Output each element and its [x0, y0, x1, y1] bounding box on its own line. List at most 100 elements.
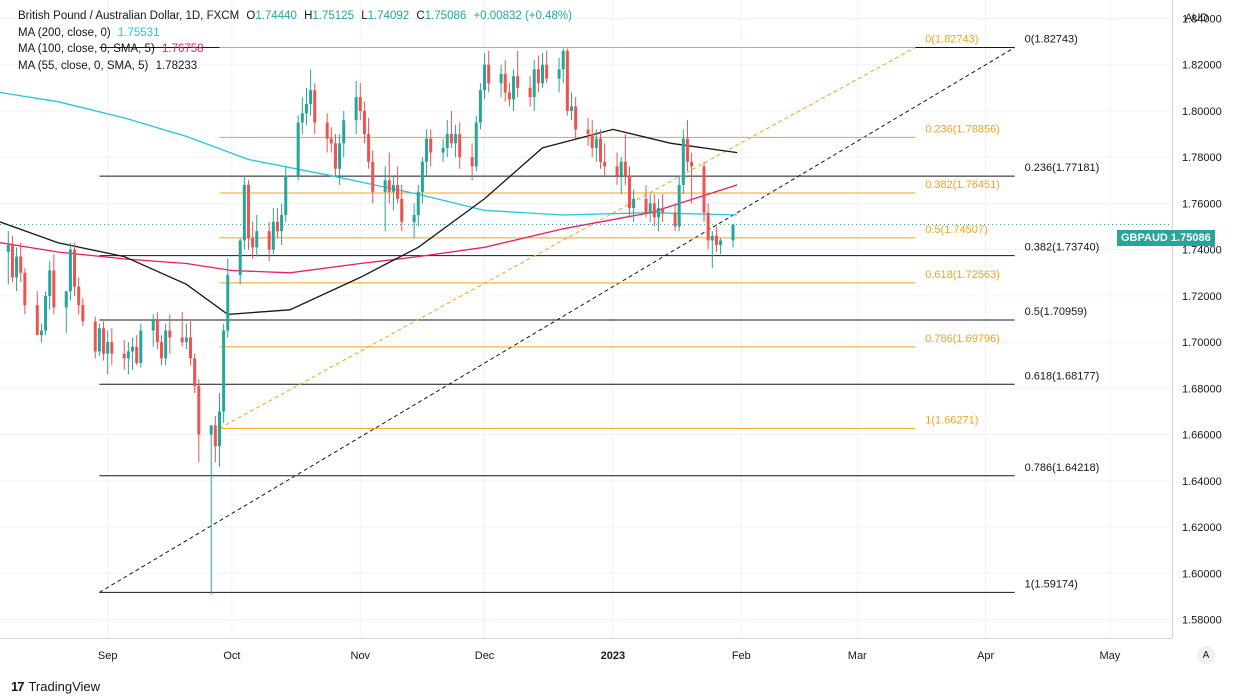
last-price-tag: GBPAUD 1.75086 — [1117, 230, 1215, 246]
candle-body — [246, 184, 250, 239]
candle-body — [296, 122, 300, 176]
candle-body — [35, 305, 39, 336]
x-tick-label: Nov — [351, 650, 371, 662]
candle-body — [445, 134, 449, 148]
candle-body — [135, 346, 139, 363]
candle-body — [512, 76, 516, 100]
candle-body — [213, 425, 217, 447]
candle-body — [656, 208, 660, 218]
candle-body — [400, 198, 404, 222]
auto-scale-button[interactable]: A — [1197, 646, 1215, 664]
candle-body — [458, 134, 462, 158]
candle-body — [251, 238, 255, 248]
indicator-label: MA (200, close, 0) — [18, 26, 111, 39]
tradingview-logo-icon: 17 — [11, 679, 25, 694]
candle-body — [516, 76, 520, 88]
candle-body — [325, 122, 329, 139]
x-tick-label: Feb — [732, 650, 751, 662]
candle-body — [396, 184, 400, 199]
candle-body — [271, 221, 275, 250]
candle-body — [52, 270, 56, 308]
fib-orange-level-label: 0.382(1.76451) — [925, 179, 1000, 191]
candle-body — [706, 212, 710, 241]
candle-body — [677, 184, 681, 227]
candle-body — [586, 129, 590, 135]
candle-body — [189, 337, 193, 359]
candle-body — [673, 212, 677, 227]
candle-body — [681, 138, 685, 185]
fib-black-level-label: 0.5(1.70959) — [1025, 306, 1087, 318]
x-tick-label: Dec — [475, 650, 495, 662]
candle-body — [102, 328, 106, 354]
candle-body — [652, 203, 656, 218]
candle-body — [209, 425, 213, 435]
fib-black-level-label: 0.382(1.73740) — [1025, 242, 1100, 254]
ohlc-low: L1.74092 — [361, 10, 410, 22]
candle-body — [226, 275, 230, 331]
y-tick-label: 1.58000 — [1182, 615, 1222, 627]
y-tick-label: 1.74000 — [1182, 245, 1222, 257]
indicator-ma100[interactable]: MA (100, close, 0, SMA, 5) 1.76758 — [18, 41, 572, 58]
fib-orange-level-label: 0.786(1.69796) — [925, 333, 1000, 345]
candle-body — [483, 64, 487, 91]
y-tick-label: 1.72000 — [1182, 291, 1222, 303]
y-tick-label: 1.78000 — [1182, 152, 1222, 164]
indicator-ma55[interactable]: MA (55, close, 0, SMA, 5) 1.78233 — [18, 58, 572, 75]
candle-body — [383, 180, 387, 192]
indicator-label: MA (55, close, 0, SMA, 5) — [18, 59, 149, 72]
candle-body — [180, 337, 184, 343]
candle-body — [197, 386, 201, 435]
indicator-ma200[interactable]: MA (200, close, 0) 1.75531 — [18, 25, 572, 42]
candle-body — [387, 180, 391, 192]
candle-body — [184, 337, 188, 343]
candle-body — [151, 319, 155, 331]
candle-body — [48, 270, 52, 296]
candle-body — [499, 73, 503, 84]
candle-body — [155, 319, 159, 343]
candle-body — [342, 120, 346, 144]
candle-body — [242, 184, 246, 241]
candle-body — [73, 249, 77, 287]
candle-body — [238, 240, 242, 276]
candle-body — [487, 64, 491, 84]
candle-body — [661, 208, 665, 213]
moving-average-line — [0, 91, 738, 216]
candle-body — [333, 143, 337, 169]
candle-body — [313, 90, 317, 123]
candle-body — [39, 330, 43, 336]
candle-body — [6, 245, 10, 252]
candle-body — [267, 231, 271, 250]
candle-body — [222, 330, 226, 412]
candle-body — [627, 175, 631, 209]
ohlc-open: O1.74440 — [246, 10, 297, 22]
candle-body — [19, 256, 23, 273]
candle-body — [280, 214, 284, 232]
candle-body — [275, 221, 279, 232]
fib-black-level-label: 0.236(1.77181) — [1025, 162, 1100, 174]
fib-orange-level-label: 0(1.82743) — [925, 34, 978, 46]
candle-body — [507, 92, 511, 100]
fib-black-level-label: 0.786(1.64218) — [1025, 462, 1100, 474]
candle-body — [309, 90, 313, 105]
candle-body — [93, 321, 97, 352]
y-tick-label: 1.68000 — [1182, 383, 1222, 395]
candle-body — [425, 138, 429, 162]
candle-body — [565, 50, 569, 111]
tradingview-brand[interactable]: 17 TradingView — [11, 679, 100, 694]
fib-orange-level-label: 1(1.66271) — [925, 414, 978, 426]
y-tick-label: 1.82000 — [1182, 60, 1222, 72]
moving-average-line — [0, 184, 738, 274]
chart-legend: British Pound / Australian Dollar, 1D, F… — [18, 8, 572, 74]
currency-label: AUD — [1185, 12, 1208, 24]
y-tick-label: 1.76000 — [1182, 198, 1222, 210]
candle-body — [358, 97, 362, 111]
candle-body — [354, 97, 358, 121]
y-tick-label: 1.60000 — [1182, 568, 1222, 580]
candle-body — [15, 256, 19, 278]
candle-body — [714, 235, 718, 246]
candle-body — [623, 161, 627, 176]
price-tag-value: 1.75086 — [1170, 232, 1211, 244]
symbol-title: British Pound / Australian Dollar, 1D, F… — [18, 10, 240, 22]
fib-orange-level-label: 0.236(1.78856) — [925, 123, 1000, 135]
